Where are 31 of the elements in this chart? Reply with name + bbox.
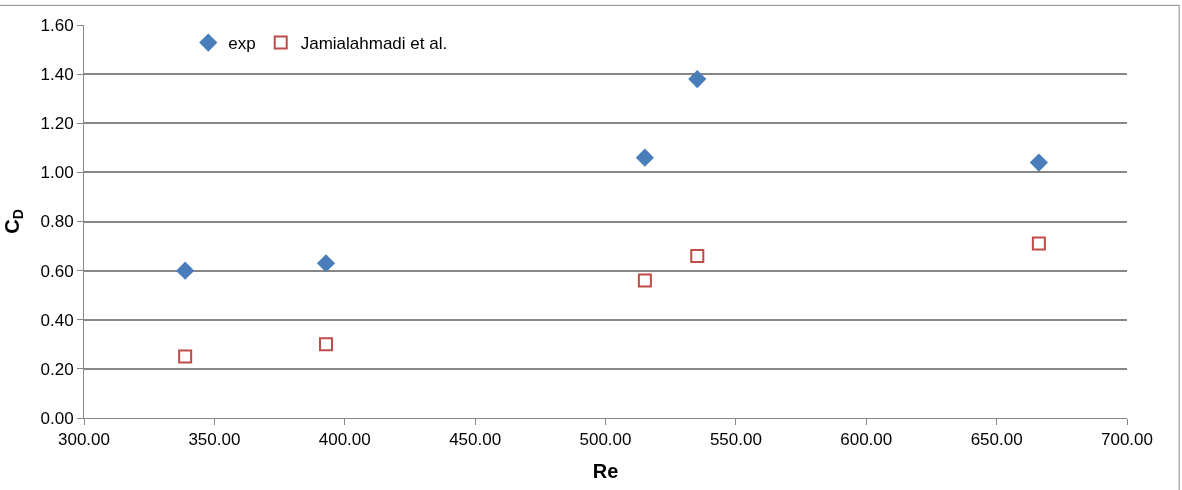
point [635,148,654,167]
y-tick-label: 1.20 [40,114,74,134]
x-tick-label: 700.00 [1101,430,1153,450]
x-tick-label: 350.00 [188,430,241,450]
y-tick-label: 0.40 [40,310,74,330]
x-tick-label: 400.00 [318,430,371,450]
point [1031,236,1046,251]
x-axis-title: Re [592,459,619,482]
legend-label: exp [228,34,256,54]
y-tick-label: 1.00 [40,163,74,183]
point [688,69,707,89]
point [1029,153,1048,172]
x-tick-label: 600.00 [840,430,893,450]
y-tick-label: 0.00 [40,408,74,428]
x-tick-label: 450.00 [449,430,502,450]
point [637,273,652,288]
x-tick-label: 550.00 [709,430,762,450]
x-tick-label: 300.00 [58,430,110,450]
point [176,261,195,280]
legend-label: Jamialahmadi et al. [300,34,448,54]
y-tick-label: 1.60 [40,15,74,35]
y-tick-label: 0.80 [40,212,74,232]
y-tick-label: 1.40 [40,65,74,85]
point [690,248,705,263]
x-tick-label: 650.00 [970,430,1023,450]
point [178,349,193,364]
x-tick-label: 500.00 [579,430,632,450]
point [316,254,336,273]
y-tick-label: 0.20 [40,359,74,379]
y-tick-label: 0.60 [40,261,74,281]
point [318,337,333,352]
